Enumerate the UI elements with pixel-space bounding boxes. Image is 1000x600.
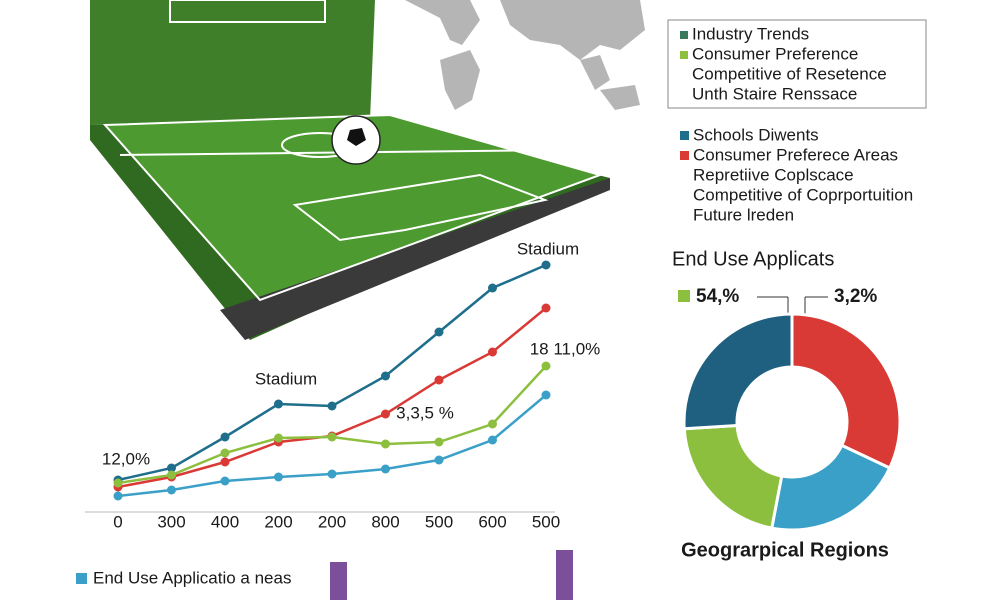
- x-tick-label: 500: [532, 512, 560, 531]
- annotation: Stadium: [255, 369, 317, 388]
- donut-caption: Geograrpical Regions: [681, 539, 889, 561]
- point: [327, 432, 337, 442]
- point: [274, 472, 283, 482]
- legend-box: [667, 19, 927, 109]
- legend-item: End Use Applicatio a neas: [93, 568, 291, 587]
- legend-item: Unth Staire Renssace: [692, 84, 857, 103]
- point: [541, 260, 551, 270]
- legend-swatch: [680, 51, 688, 59]
- point: [434, 375, 444, 385]
- x-tick-label: 800: [371, 512, 399, 531]
- legend-swatch: [680, 151, 689, 160]
- x-tick-label: 0: [113, 512, 122, 531]
- legend-swatch: [680, 131, 689, 140]
- point: [381, 409, 390, 419]
- point: [381, 439, 390, 449]
- point: [220, 476, 230, 486]
- x-tick-label: 600: [478, 512, 506, 531]
- donut-label: 54,%: [696, 286, 739, 307]
- x-tick-label: 200: [264, 512, 292, 531]
- donut-segment: [682, 312, 794, 431]
- legend-item: Competitive of Coprportuition: [693, 185, 913, 204]
- donut-segment: [790, 312, 902, 470]
- point: [327, 401, 337, 411]
- point: [113, 478, 123, 488]
- legend-item: Schools Diwents: [693, 125, 819, 144]
- point: [220, 448, 230, 458]
- point: [541, 361, 551, 371]
- legend-item: Consumer Preference: [692, 44, 858, 63]
- legend-swatch: [76, 573, 87, 584]
- x-tick-label: 200: [318, 512, 346, 531]
- point: [274, 433, 283, 443]
- annotation: 3,3,5 %: [396, 403, 454, 422]
- point: [541, 390, 551, 400]
- point: [541, 303, 551, 313]
- point: [167, 485, 176, 495]
- point: [220, 457, 230, 467]
- world-map: [405, 0, 645, 110]
- decor-bar: [330, 562, 347, 600]
- point: [434, 455, 444, 465]
- point: [381, 371, 390, 381]
- point: [434, 437, 444, 447]
- donut-title: End Use Applicats: [672, 248, 834, 270]
- x-tick-label: 500: [425, 512, 453, 531]
- legend-item: Industry Trends: [692, 24, 809, 43]
- point: [381, 464, 390, 474]
- point: [167, 463, 176, 473]
- donut-segment: [770, 443, 892, 532]
- point: [113, 491, 123, 501]
- point: [488, 435, 497, 445]
- point: [488, 347, 497, 357]
- soccer-field: [90, 0, 610, 340]
- annotation: 12,0%: [102, 449, 150, 468]
- series-line: [117, 365, 547, 485]
- point: [488, 283, 497, 293]
- point: [327, 469, 337, 479]
- series-line: [117, 307, 547, 489]
- donut-segment: [682, 423, 784, 530]
- point: [274, 399, 283, 409]
- legend-swatch: [680, 31, 688, 39]
- annotation: Stadium: [517, 239, 579, 258]
- legend-item: Repretiive Coplscace: [693, 165, 854, 184]
- decor-bar: [556, 550, 573, 600]
- point: [167, 470, 176, 480]
- point: [220, 432, 230, 442]
- legend-item: Consumer Preferece Areas: [693, 145, 898, 164]
- donut-label: 3,2%: [834, 286, 877, 307]
- point: [488, 419, 497, 429]
- x-tick-label: 400: [211, 512, 239, 531]
- legend-item: Competitive of Resetence: [692, 64, 887, 83]
- legend-swatch: [678, 290, 690, 302]
- annotation: 18 11,0%: [530, 339, 601, 358]
- point: [434, 327, 444, 337]
- x-tick-label: 300: [157, 512, 185, 531]
- legend-item: Future lreden: [693, 205, 794, 224]
